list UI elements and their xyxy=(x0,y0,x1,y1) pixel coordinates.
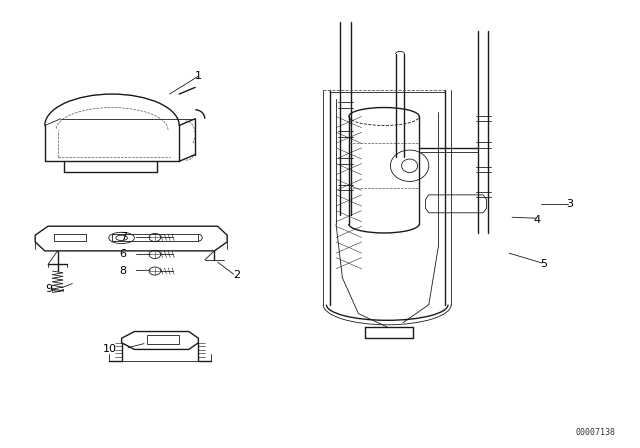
Text: 2: 2 xyxy=(233,270,240,280)
Text: 6: 6 xyxy=(120,250,127,259)
Text: 00007138: 00007138 xyxy=(575,428,615,437)
Text: 7: 7 xyxy=(120,233,127,242)
Text: 9: 9 xyxy=(45,284,52,293)
Text: 8: 8 xyxy=(120,266,127,276)
Text: 3: 3 xyxy=(566,199,573,209)
Text: 5: 5 xyxy=(540,259,547,269)
Text: 4: 4 xyxy=(534,215,541,224)
Text: 10: 10 xyxy=(103,344,117,353)
Text: 1: 1 xyxy=(195,71,202,81)
